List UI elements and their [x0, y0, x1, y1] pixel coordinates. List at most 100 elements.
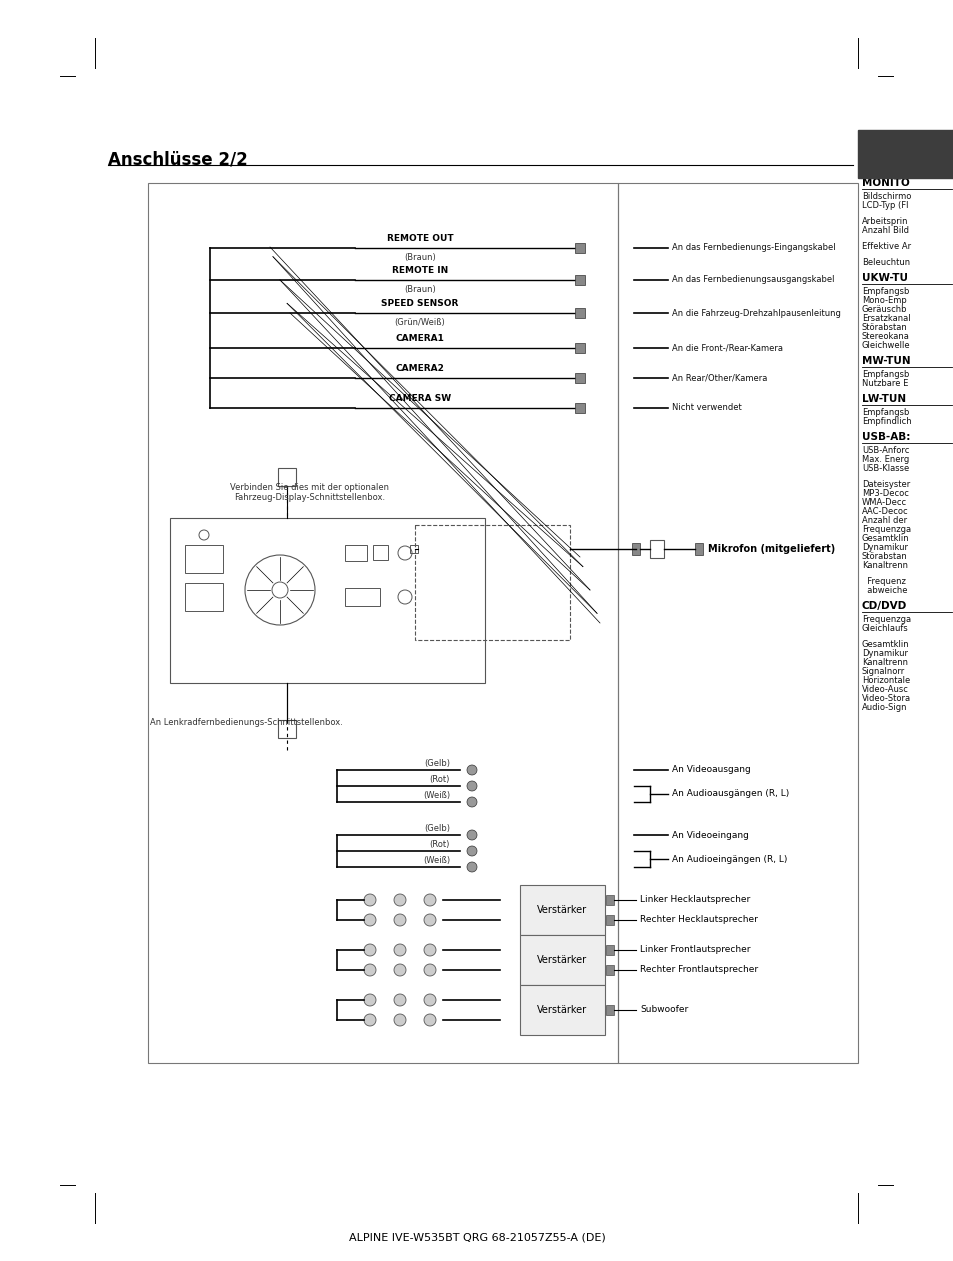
Text: Linker Frontlautsprecher: Linker Frontlautsprecher — [639, 946, 750, 955]
Text: Beleuchtun: Beleuchtun — [862, 259, 909, 267]
Bar — [575, 404, 584, 414]
Text: MW-TUN: MW-TUN — [862, 356, 910, 366]
Text: Anzahl der: Anzahl der — [862, 516, 906, 525]
Text: Nutzbare E: Nutzbare E — [862, 380, 907, 388]
Circle shape — [364, 994, 375, 1006]
Text: Linker Hecklautsprecher: Linker Hecklautsprecher — [639, 895, 749, 904]
Text: CAMERA2: CAMERA2 — [395, 364, 444, 373]
Bar — [649, 540, 663, 559]
Circle shape — [364, 894, 375, 905]
Text: Anzahl Bild: Anzahl Bild — [862, 226, 908, 235]
Text: Video-Stora: Video-Stora — [862, 694, 910, 702]
Text: Frequenzga: Frequenzga — [862, 525, 910, 533]
Text: LW-TUN: LW-TUN — [862, 393, 905, 404]
Text: Anschlüsse 2/2: Anschlüsse 2/2 — [108, 150, 248, 168]
Circle shape — [423, 994, 436, 1006]
Circle shape — [467, 797, 476, 807]
Text: Tec: Tec — [888, 145, 922, 163]
Text: (Gelb): (Gelb) — [423, 759, 450, 768]
Text: abweiche: abweiche — [862, 586, 906, 595]
Text: UKW-TU: UKW-TU — [862, 272, 907, 282]
Text: Empfindlich: Empfindlich — [862, 417, 911, 426]
Text: (Rot): (Rot) — [429, 776, 450, 784]
Text: Dynamikur: Dynamikur — [862, 649, 907, 658]
Text: (Weiß): (Weiß) — [422, 791, 450, 799]
Bar — [415, 525, 569, 641]
Circle shape — [467, 863, 476, 873]
Text: (Braun): (Braun) — [404, 285, 436, 294]
Bar — [575, 308, 584, 318]
Text: MONITO: MONITO — [862, 178, 909, 188]
Circle shape — [394, 944, 406, 956]
Bar — [605, 944, 614, 955]
Bar — [410, 545, 417, 554]
Text: CAMERA SW: CAMERA SW — [389, 393, 451, 404]
Text: ALPINE IVE-W535BT QRG 68-21057Z55-A (DE): ALPINE IVE-W535BT QRG 68-21057Z55-A (DE) — [348, 1232, 605, 1242]
Text: (Weiß): (Weiß) — [422, 856, 450, 865]
Text: Rechter Hecklautsprecher: Rechter Hecklautsprecher — [639, 915, 757, 924]
Text: Geräuschb: Geräuschb — [862, 305, 906, 314]
Text: Gesamtklin: Gesamtklin — [862, 533, 908, 543]
Text: Arbeitsprin: Arbeitsprin — [862, 217, 907, 226]
Text: Verstärker: Verstärker — [537, 1005, 586, 1015]
Text: Kanaltrenn: Kanaltrenn — [862, 561, 907, 570]
Bar — [148, 183, 618, 1063]
Bar — [605, 915, 614, 926]
Text: USB-Anforc: USB-Anforc — [862, 446, 908, 455]
Text: AAC-Decoc: AAC-Decoc — [862, 507, 907, 516]
Bar — [575, 243, 584, 253]
Text: MP3-Decoc: MP3-Decoc — [862, 489, 908, 498]
Text: Effektive Ar: Effektive Ar — [862, 242, 910, 251]
Bar — [519, 985, 604, 1035]
Circle shape — [394, 914, 406, 926]
Bar — [695, 543, 702, 555]
Text: Ersatzkanal: Ersatzkanal — [862, 314, 910, 323]
Text: Dateisyster: Dateisyster — [862, 480, 909, 489]
Circle shape — [394, 963, 406, 976]
Circle shape — [467, 830, 476, 840]
Circle shape — [394, 994, 406, 1006]
Text: An Videoausgang: An Videoausgang — [671, 765, 750, 774]
Text: CD/DVD: CD/DVD — [862, 601, 906, 612]
Bar — [857, 130, 953, 178]
Text: Verstärker: Verstärker — [537, 905, 586, 915]
Circle shape — [364, 1014, 375, 1026]
Bar — [605, 1005, 614, 1015]
Text: Empfangsb: Empfangsb — [862, 288, 908, 296]
Text: An die Fahrzeug-Drehzahlpausenleitung: An die Fahrzeug-Drehzahlpausenleitung — [671, 309, 840, 318]
Text: (Rot): (Rot) — [429, 840, 450, 849]
Bar — [631, 543, 639, 555]
Text: Bildschirmo: Bildschirmo — [862, 192, 910, 200]
Circle shape — [423, 944, 436, 956]
Bar — [618, 183, 857, 1063]
Text: Störabstan: Störabstan — [862, 552, 907, 561]
Text: Mikrofon (mitgeliefert): Mikrofon (mitgeliefert) — [707, 543, 835, 554]
Bar — [575, 275, 584, 285]
Circle shape — [423, 1014, 436, 1026]
Text: Gleichlaufs: Gleichlaufs — [862, 624, 908, 633]
Text: Stereokana: Stereokana — [862, 332, 909, 340]
Circle shape — [423, 914, 436, 926]
Text: An das Fernbedienungsausgangskabel: An das Fernbedienungsausgangskabel — [671, 275, 834, 285]
Text: An Audioausgängen (R, L): An Audioausgängen (R, L) — [671, 789, 788, 798]
Text: Gesamtklin: Gesamtklin — [862, 641, 908, 649]
Circle shape — [394, 1014, 406, 1026]
Text: LCD-Typ (Fl: LCD-Typ (Fl — [862, 200, 907, 211]
Text: An die Front-/Rear-Kamera: An die Front-/Rear-Kamera — [671, 343, 782, 353]
Bar — [277, 720, 295, 738]
Text: Gleichwelle: Gleichwelle — [862, 340, 910, 351]
Bar — [373, 545, 388, 560]
Circle shape — [364, 914, 375, 926]
Bar — [605, 895, 614, 905]
Text: Video-Ausc: Video-Ausc — [862, 685, 908, 694]
Circle shape — [364, 963, 375, 976]
Bar — [575, 373, 584, 383]
Text: Subwoofer: Subwoofer — [639, 1005, 687, 1015]
Text: An Rear/Other/Kamera: An Rear/Other/Kamera — [671, 373, 766, 382]
Bar — [185, 583, 223, 612]
Text: Max. Energ: Max. Energ — [862, 455, 908, 464]
Circle shape — [467, 765, 476, 776]
Bar — [519, 934, 604, 985]
Text: Signalnorr: Signalnorr — [862, 667, 904, 676]
Text: Verstärker: Verstärker — [537, 955, 586, 965]
